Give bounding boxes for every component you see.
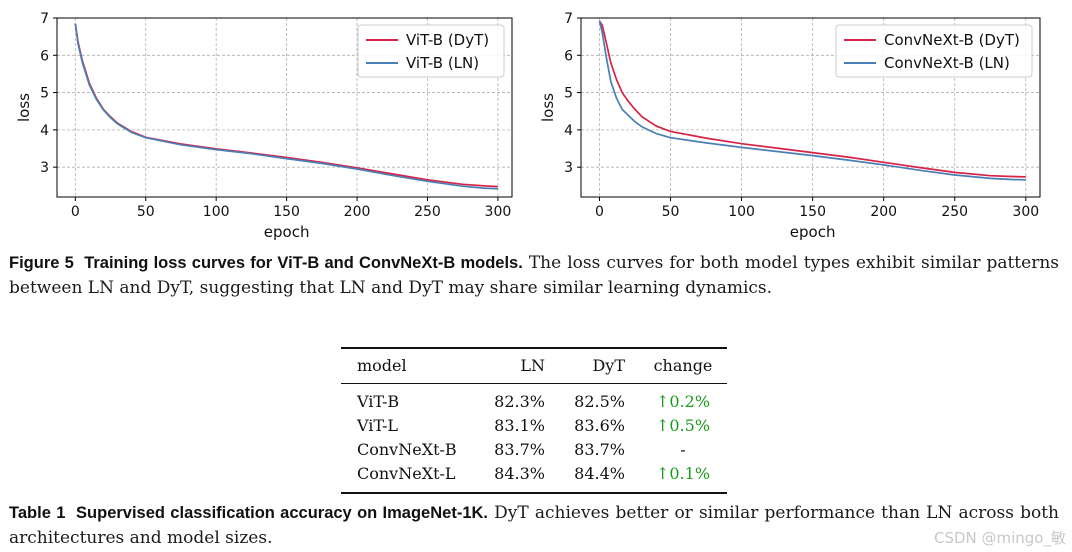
header-ln: LN [520, 356, 545, 375]
header-model: model [357, 356, 407, 375]
x-tick-label: 200 [344, 204, 371, 220]
header-dyt: DyT [592, 356, 625, 375]
figure-caption: Figure 5 Training loss curves for ViT-B … [9, 251, 1059, 301]
legend: ViT-B (DyT) ViT-B (LN) [357, 24, 505, 78]
table-label: Table 1 [9, 504, 66, 522]
table-caption: Table 1 Supervised classification accura… [9, 501, 1059, 551]
series-line-0 [598, 20, 1026, 178]
convnext-loss-chart: 0 50 100 150 200 250 300 3 4 5 6 7 epoch loss ConvNeXt… [539, 11, 1041, 241]
x-tick-label: 50 [662, 204, 680, 220]
y-axis-label: loss [15, 93, 33, 122]
y-tick-label: 3 [564, 160, 573, 176]
x-tick-label: 0 [71, 204, 80, 220]
header-change: change [653, 356, 713, 375]
x-axis-label: epoch [790, 223, 836, 241]
x-axis-label: epoch [264, 223, 310, 241]
x-tick-label: 100 [728, 204, 755, 220]
table-title: Supervised classification accuracy on Im… [76, 504, 488, 522]
plot-frame [580, 17, 1041, 198]
plot-frame [56, 17, 513, 198]
figure-text: The loss curves for both model types exh… [9, 253, 1060, 298]
x-tick-label: 100 [203, 204, 230, 220]
y-tick-label: 5 [40, 86, 49, 102]
x-tick-label: 50 [137, 204, 155, 220]
y-tick-label: 6 [40, 48, 49, 64]
legend-label: ConvNeXt-B (LN) [884, 54, 1010, 72]
legend-label: ConvNeXt-B (DyT) [884, 31, 1020, 49]
x-tick-label: 150 [799, 204, 826, 220]
x-tick-label: 150 [273, 204, 300, 220]
watermark: CSDN @mingo_敏 [933, 529, 1066, 547]
legend: ConvNeXt-B (DyT) ConvNeXt-B (LN) [835, 24, 1033, 78]
vit-loss-chart: 0 50 100 150 200 250 300 3 4 5 6 7 epoch loss ViT-B (D… [15, 11, 513, 241]
y-tick-label: 7 [564, 11, 573, 27]
legend-label: ViT-B (DyT) [406, 31, 489, 49]
figure-label: Figure 5 [9, 254, 74, 272]
x-tick-label: 300 [485, 204, 512, 220]
y-tick-label: 4 [40, 123, 49, 139]
series-line-1 [598, 20, 1026, 181]
y-axis-label: loss [539, 93, 557, 122]
x-tick-label: 300 [1012, 204, 1039, 220]
x-tick-label: 0 [595, 204, 604, 220]
x-tick-label: 250 [414, 204, 441, 220]
x-tick-label: 200 [870, 204, 897, 220]
legend-label: ViT-B (LN) [406, 54, 479, 72]
figure-title: Training loss curves for ViT-B and ConvN… [84, 254, 523, 272]
legend-box [835, 24, 1033, 78]
table-text: DyT achieves better or similar performan… [9, 503, 1060, 548]
x-tick-label: 250 [941, 204, 968, 220]
y-tick-label: 6 [564, 48, 573, 64]
y-tick-label: 5 [564, 86, 573, 102]
y-tick-label: 3 [40, 160, 49, 176]
y-tick-label: 4 [564, 123, 573, 139]
y-tick-label: 7 [40, 11, 49, 27]
series-line-1 [74, 23, 498, 190]
